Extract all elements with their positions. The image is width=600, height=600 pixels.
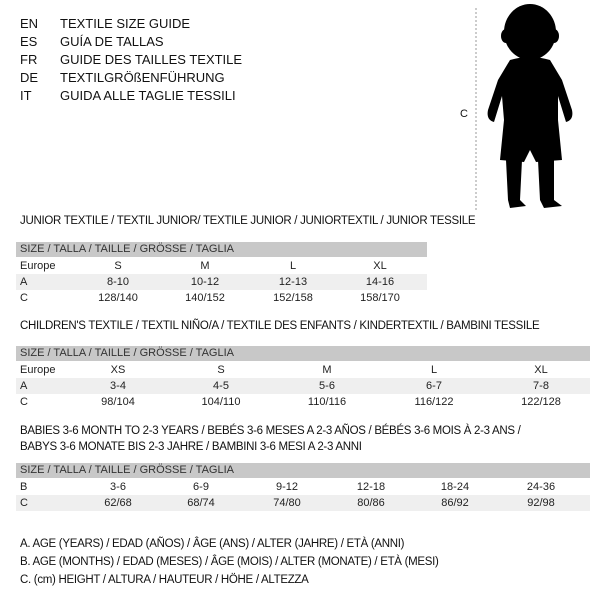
cell: XS	[110, 364, 126, 376]
cell: 24-36	[526, 481, 556, 493]
lang-code: EN	[20, 16, 39, 31]
cell: 12-18	[356, 481, 386, 493]
legend-item: A. AGE (YEARS) / EDAD (AÑOS) / ÂGE (ANS)…	[20, 538, 405, 550]
lang-code: ES	[20, 34, 38, 49]
cell: 86/92	[441, 497, 469, 509]
table-row: Europe XS S M L XL	[16, 362, 590, 378]
cell: 62/68	[104, 497, 132, 509]
cell: 18-24	[440, 481, 470, 493]
lang-code: IT	[20, 88, 32, 103]
cell: 80/86	[357, 497, 385, 509]
cell: 110/116	[307, 396, 347, 408]
table-row: Europe S M L XL	[16, 258, 427, 274]
cell: 5-6	[319, 380, 335, 392]
cell: 6-7	[426, 380, 442, 392]
cell: 68/74	[187, 497, 215, 509]
cell: 9-12	[275, 481, 299, 493]
cell: XL	[534, 364, 548, 376]
cell: 122/128	[521, 396, 561, 408]
lang-code: FR	[20, 52, 38, 67]
cell: M	[200, 260, 210, 272]
junior-size-header: SIZE / TALLA / TAILLE / GRÖSSE / TAGLIA	[16, 242, 427, 257]
cell: 128/140	[98, 292, 138, 304]
cell: 104/110	[201, 396, 241, 408]
babies-size-header: SIZE / TALLA / TAILLE / GRÖSSE / TAGLIA	[16, 463, 590, 478]
row-label: Europe	[20, 260, 56, 272]
cell: 8-10	[106, 276, 130, 288]
row-label: A	[20, 276, 28, 288]
table-row: C 128/140 140/152 152/158 158/170	[16, 290, 427, 306]
row-label: A	[20, 380, 28, 392]
cell: 158/170	[360, 292, 400, 304]
row-label: C	[20, 292, 28, 304]
table-row: C 98/104 104/110 110/116 116/122 122/128	[16, 394, 590, 410]
cell: 74/80	[273, 497, 301, 509]
table-row: A 3-4 4-5 5-6 6-7 7-8	[16, 378, 590, 394]
cell: 116/122	[414, 396, 454, 408]
measure-label: C	[460, 108, 468, 120]
cell: 12-13	[278, 276, 308, 288]
row-label: B	[20, 481, 28, 493]
table-row: A 8-10 10-12 12-13 14-16	[16, 274, 427, 290]
row-label: C	[20, 396, 28, 408]
cell: 98/104	[101, 396, 135, 408]
babies-title-line1: BABIES 3-6 MONTH TO 2-3 YEARS / BEBÉS 3-…	[20, 425, 521, 437]
cell: 3-6	[110, 481, 126, 493]
lang-title: TEXTILGRÖßENFÜHRUNG	[60, 70, 225, 85]
lang-title: GUIDE DES TAILLES TEXTILE	[60, 52, 243, 67]
legend-item: C. (cm) HEIGHT / ALTURA / HAUTEUR / HÖHE…	[20, 574, 309, 586]
legend-item: B. AGE (MONTHS) / EDAD (MESES) / ÂGE (MO…	[20, 556, 439, 568]
cell: 10-12	[190, 276, 220, 288]
table-row: C 62/68 68/74 74/80 80/86 86/92 92/98	[16, 495, 590, 511]
cell: XL	[373, 260, 387, 272]
children-size-header: SIZE / TALLA / TAILLE / GRÖSSE / TAGLIA	[16, 346, 590, 361]
cell: L	[430, 364, 438, 376]
cell: 152/158	[273, 292, 313, 304]
junior-title: JUNIOR TEXTILE / TEXTIL JUNIOR/ TEXTILE …	[20, 215, 476, 227]
cell: 92/98	[527, 497, 555, 509]
cell: S	[114, 260, 122, 272]
babies-title-line2: BABYS 3-6 MONATE BIS 2-3 JAHRE / BAMBINI…	[20, 441, 362, 453]
lang-code: DE	[20, 70, 39, 85]
row-label: C	[20, 497, 28, 509]
cell: S	[217, 364, 225, 376]
cell: 14-16	[365, 276, 395, 288]
table-row: B 3-6 6-9 9-12 12-18 18-24 24-36	[16, 479, 590, 495]
cell: 4-5	[213, 380, 229, 392]
lang-title: TEXTILE SIZE GUIDE	[60, 16, 191, 31]
lang-title: GUIDA ALLE TAGLIE TESSILI	[60, 88, 236, 103]
child-silhouette-icon	[475, 4, 573, 210]
children-title: CHILDREN'S TEXTILE / TEXTIL NIÑO/A / TEX…	[20, 320, 540, 332]
cell: L	[289, 260, 297, 272]
cell: 7-8	[533, 380, 549, 392]
lang-title: GUÍA DE TALLAS	[60, 34, 164, 49]
cell: 6-9	[193, 481, 209, 493]
cell: 140/152	[185, 292, 225, 304]
cell: M	[322, 364, 332, 376]
row-label: Europe	[20, 364, 56, 376]
cell: 3-4	[110, 380, 126, 392]
